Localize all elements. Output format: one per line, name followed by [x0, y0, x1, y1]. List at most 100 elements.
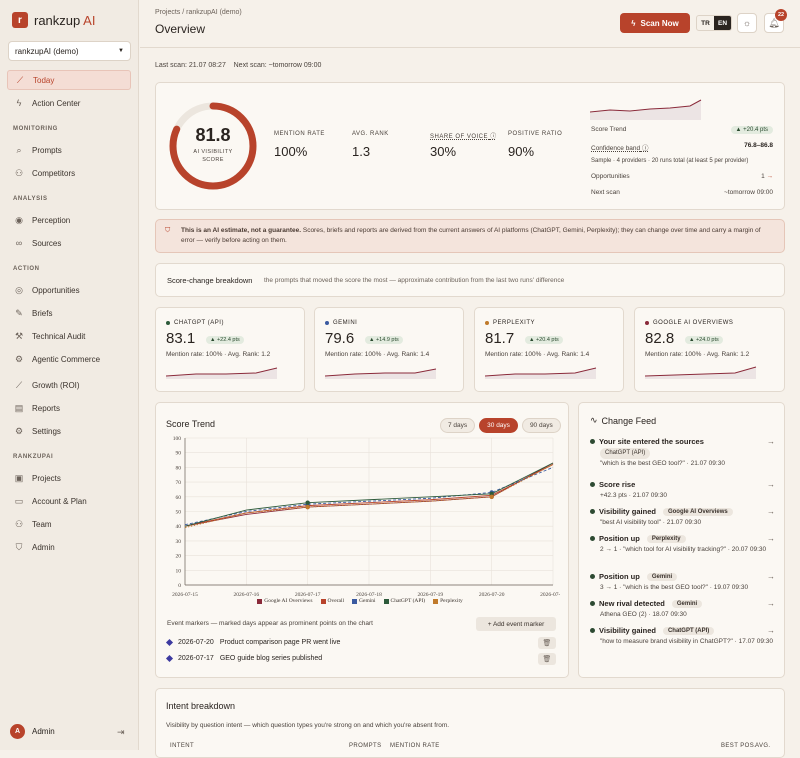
metric-value-sov: 30% [430, 144, 457, 159]
nav-agentic-commerce[interactable]: ⚙ Agentic Commerce [7, 349, 131, 369]
theme-toggle[interactable]: ☼ [737, 13, 757, 33]
status-dot [590, 439, 595, 444]
series-point [489, 494, 494, 499]
score-trend-chart: 0 10 20 30 40 50 60 70 80 90 100 2026-07-15 2026-07-… [172, 436, 560, 598]
status-dot [590, 628, 595, 633]
nav-action-center[interactable]: ϟ Action Center [7, 93, 131, 113]
legend-label: Google AI Overviews [264, 598, 313, 604]
nav-team[interactable]: ⚇ Team [7, 514, 131, 534]
feed-item[interactable]: Visibility gained Google AI Overviews "be… [590, 507, 775, 527]
language-switch: TR EN [696, 15, 732, 31]
search-icon: ⌕ [16, 144, 22, 155]
feed-item[interactable]: Score rise +42.3 pts · 21.07 09:30 → [590, 480, 775, 500]
legend-item[interactable]: Perplexity [433, 598, 463, 604]
nav-reports[interactable]: ▤ Reports [7, 398, 131, 418]
scan-now-label: Scan Now [640, 18, 679, 28]
y-tick-label: 60 [176, 495, 182, 501]
target-icon: ◎ [15, 284, 23, 295]
x-tick-label: 2026-07-15 [172, 592, 198, 598]
nav-settings[interactable]: ⚙ Settings [7, 421, 131, 441]
provider-card-chatgpt[interactable]: CHATGPT (API) 83.1 ▲ +22.4 pts Mention r… [155, 307, 305, 392]
feed-item[interactable]: Position up Gemini 3 → 1 · "which is the … [590, 572, 775, 592]
nav-admin[interactable]: ⛉ Admin [7, 537, 131, 557]
nav-competitors[interactable]: ⚇ Competitors [7, 163, 131, 183]
delete-event-button[interactable]: 🗑︎ [538, 653, 556, 665]
metric-label-sov[interactable]: SHARE OF VOICE ⓘ [430, 134, 497, 140]
brand-name: rankzup AI [34, 12, 96, 28]
arrow-right-icon: → [767, 534, 775, 543]
last-scan: Last scan: 21.07 08:27 [155, 62, 226, 69]
scan-now-button[interactable]: ϟ Scan Now [620, 13, 690, 33]
provider-name: GOOGLE AI OVERVIEWS [645, 320, 733, 326]
score-breakdown-card[interactable]: Score-change breakdown the prompts that … [155, 263, 785, 297]
col-intent[interactable]: INTENT [170, 743, 195, 749]
trash-icon: 🗑︎ [542, 640, 552, 647]
nav-label: Perception [32, 215, 71, 225]
intent-title: Intent breakdown [166, 701, 236, 711]
nav-label: Reports [32, 403, 61, 413]
nav-label: Opportunities [32, 285, 80, 295]
lang-tr[interactable]: TR [701, 19, 710, 27]
feed-item[interactable]: Position up Perplexity 2 → 1 · "which too… [590, 534, 775, 554]
legend-item[interactable]: Overall [320, 598, 344, 604]
nav-perception[interactable]: ◉ Perception [7, 210, 131, 230]
growth-chart-icon: ⟋ [15, 379, 23, 390]
legend-item[interactable]: ChatGPT (API) [383, 598, 425, 604]
summary-confidence: Confidence band ⓘ 76.8–86.8 [591, 142, 773, 152]
delete-event-button[interactable]: 🗑︎ [538, 637, 556, 649]
tab-30-days[interactable]: 30 days [479, 418, 518, 433]
project-selector[interactable]: rankzupAI (demo) ▼ [8, 41, 131, 61]
arrow-right-icon: → [766, 173, 774, 180]
y-tick-label: 80 [176, 465, 182, 471]
nav-opportunities[interactable]: ◎ Opportunities [7, 280, 131, 300]
topbar: Projects / rankzupAI (demo) Overview ϟ Sc… [140, 0, 800, 48]
nav-label: Account & Plan [32, 496, 87, 506]
col-best[interactable]: BEST POS. [721, 743, 757, 749]
x-tick-label: 2026-07-16 [233, 592, 259, 598]
brand-logo[interactable]: r rankzup AI [12, 12, 95, 28]
score-trend-badge: ▲ +20.4 pts [730, 126, 773, 134]
trend-title: Score Trend [166, 419, 216, 429]
card-icon: ▭ [14, 495, 24, 506]
nav-today[interactable]: ⟋ Today [7, 70, 131, 90]
user-menu[interactable]: A Admin [10, 724, 55, 739]
summary-opportunities[interactable]: Opportunities 1 → [591, 173, 773, 180]
provider-card-perplexity[interactable]: PERPLEXITY 81.7 ▲ +20.4 pts Mention rate… [474, 307, 624, 392]
feed-item[interactable]: Your site entered the sources ChatGPT (A… [590, 437, 775, 468]
col-avg[interactable]: AVG. [755, 743, 771, 749]
tab-7-days[interactable]: 7 days [440, 418, 476, 433]
status-dot [590, 601, 595, 606]
legend-swatch [383, 598, 389, 604]
legend-item[interactable]: Gemini [352, 598, 376, 604]
tab-90-days[interactable]: 90 days [521, 418, 561, 433]
nav-prompts[interactable]: ⌕ Prompts [7, 140, 131, 160]
nav-account[interactable]: ▭ Account & Plan [7, 491, 131, 511]
visibility-gauge [169, 102, 257, 190]
provider-tag: Gemini [646, 572, 678, 581]
provider-card-gemini[interactable]: GEMINI 79.6 ▲ +14.9 pts Mention rate: 10… [314, 307, 464, 392]
nav-technical-audit[interactable]: ⚒ Technical Audit [7, 326, 131, 346]
col-mention[interactable]: MENTION RATE [390, 743, 440, 749]
lang-en[interactable]: EN [714, 16, 731, 30]
event-diamond-icon [165, 638, 174, 647]
add-event-marker-button[interactable]: + Add event marker [476, 617, 556, 631]
score-trend-sparkline [590, 99, 702, 120]
nav-sources[interactable]: ∞ Sources [7, 233, 131, 253]
legend-item[interactable]: Google AI Overviews [257, 598, 313, 604]
col-prompts[interactable]: PROMPTS [349, 743, 382, 749]
page-title: Overview [155, 22, 206, 36]
nav-briefs[interactable]: ✎ Briefs [7, 303, 131, 323]
logout-icon[interactable]: ⇥ [117, 727, 125, 737]
feed-item[interactable]: New rival detected Gemini Athena GEO (2) … [590, 599, 775, 619]
status-dot [590, 482, 595, 487]
y-tick-label: 30 [176, 539, 182, 545]
nav-label: Agentic Commerce [32, 354, 101, 364]
nav-projects[interactable]: ▣ Projects [7, 468, 131, 488]
nav-growth[interactable]: ⟋ Growth (ROI) [7, 375, 131, 395]
status-dot [590, 509, 595, 514]
x-tick-label: 2026-07-21 [540, 592, 560, 598]
breadcrumb[interactable]: Projects / rankzupAI (demo) [155, 9, 242, 16]
feed-item[interactable]: Visibility gained ChatGPT (API) "how to m… [590, 626, 775, 646]
provider-card-google-ai[interactable]: GOOGLE AI OVERVIEWS 82.8 ▲ +24.0 pts Men… [634, 307, 785, 392]
arrow-right-icon: → [767, 572, 775, 581]
